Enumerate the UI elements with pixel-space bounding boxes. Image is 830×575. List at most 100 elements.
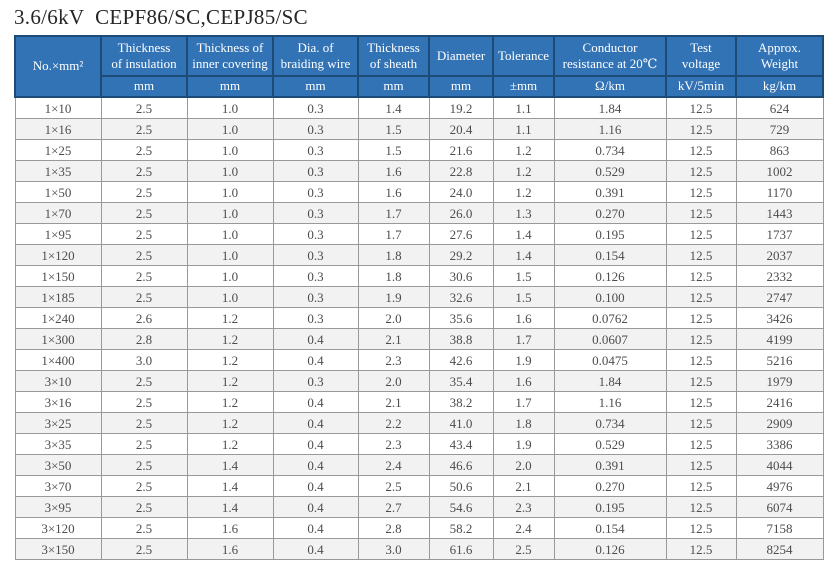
unit-conductor-resistance: Ω/km [553,75,667,98]
table-cell: 1.5 [492,286,555,308]
table-cell: 2.5 [100,160,188,182]
table-cell: 12.5 [665,433,737,455]
table-cell: 2.0 [492,454,555,476]
table-cell: 1.8 [357,265,430,287]
table-cell: 1.2 [186,391,274,413]
table-cell: 2.5 [100,412,188,434]
col-header-sheath-thickness: Thickness of sheath [357,35,430,77]
table-cell: 3×10 [14,370,102,392]
table-row: 1×150 2.5 1.0 0.3 1.8 30.6 1.5 0.126 12.5 2332 [14,265,824,287]
table-cell: 1737 [735,223,824,245]
table-header: No.×mm² Thickness of insulation Thicknes… [14,35,824,98]
col-header-approx-weight: Approx. Weight [735,35,824,77]
table-cell: 2.8 [357,517,430,539]
table-cell: 19.2 [428,96,494,119]
table-cell: 2.5 [492,538,555,560]
unit-test-voltage: kV/5min [665,75,737,98]
table-cell: 1979 [735,370,824,392]
table-cell: 0.154 [553,517,667,539]
unit-braiding-wire-dia: mm [272,75,359,98]
table-row: 1×50 2.5 1.0 0.3 1.6 24.0 1.2 0.391 12.5 1170 [14,181,824,203]
table-cell: 1.0 [186,202,274,224]
table-cell: 0.3 [272,118,359,140]
table-row: 1×185 2.5 1.0 0.3 1.9 32.6 1.5 0.100 12.5 2747 [14,286,824,308]
table-cell: 12.5 [665,349,737,371]
table-cell: 20.4 [428,118,494,140]
table-cell: 1.2 [186,349,274,371]
table-cell: 3×35 [14,433,102,455]
table-cell: 2909 [735,412,824,434]
table-cell: 1×16 [14,118,102,140]
table-cell: 1.0 [186,160,274,182]
table-cell: 27.6 [428,223,494,245]
table-cell: 42.6 [428,349,494,371]
table-row: 3×50 2.5 1.4 0.4 2.4 46.6 2.0 0.391 12.5 4044 [14,454,824,476]
table-cell: 1×300 [14,328,102,350]
table-cell: 1.0 [186,96,274,119]
table-row: 1×25 2.5 1.0 0.3 1.5 21.6 1.2 0.734 12.5 863 [14,139,824,161]
table-cell: 2.1 [357,391,430,413]
table-cell: 0.4 [272,349,359,371]
table-cell: 0.4 [272,454,359,476]
table-cell: 0.391 [553,181,667,203]
table-cell: 1.4 [492,223,555,245]
table-cell: 0.154 [553,244,667,266]
table-cell: 6074 [735,496,824,518]
table-cell: 2.5 [100,286,188,308]
page-title: 3.6/6kV CEPF86/SC,CEPJ85/SC [14,5,308,29]
table-cell: 1.2 [186,370,274,392]
table-cell: 3386 [735,433,824,455]
table-cell: 32.6 [428,286,494,308]
table-cell: 12.5 [665,391,737,413]
table-cell: 1×240 [14,307,102,329]
table-cell: 0.4 [272,433,359,455]
table-cell: 1.6 [492,370,555,392]
table-cell: 1170 [735,181,824,203]
table-cell: 1×400 [14,349,102,371]
table-cell: 1.16 [553,391,667,413]
table-cell: 0.3 [272,96,359,119]
table-cell: 3×120 [14,517,102,539]
table-cell: 3.0 [357,538,430,560]
table-cell: 2.5 [100,391,188,413]
table-cell: 12.5 [665,160,737,182]
table-cell: 1×50 [14,181,102,203]
col-header-insulation-thickness: Thickness of insulation [100,35,188,77]
table-cell: 12.5 [665,307,737,329]
table-cell: 0.4 [272,538,359,560]
table-cell: 2.3 [357,433,430,455]
table-row: 1×300 2.8 1.2 0.4 2.1 38.8 1.7 0.0607 12.5 4199 [14,328,824,350]
table-cell: 2.5 [100,223,188,245]
table-cell: 2416 [735,391,824,413]
table-cell: 1002 [735,160,824,182]
table-cell: 2.5 [100,265,188,287]
table-cell: 1.2 [492,139,555,161]
unit-sheath-thickness: mm [357,75,430,98]
table-cell: 12.5 [665,244,737,266]
table-row: 3×16 2.5 1.2 0.4 2.1 38.2 1.7 1.16 12.5 2416 [14,391,824,413]
table-row: 1×400 3.0 1.2 0.4 2.3 42.6 1.9 0.0475 12.5 5216 [14,349,824,371]
table-row: 3×35 2.5 1.2 0.4 2.3 43.4 1.9 0.529 12.5 3386 [14,433,824,455]
table-cell: 0.270 [553,475,667,497]
table-cell: 1.2 [186,412,274,434]
col-header-conductor-resistance: Conductor resistance at 20℃ [553,35,667,77]
table-cell: 0.4 [272,475,359,497]
table-cell: 1443 [735,202,824,224]
table-cell: 58.2 [428,517,494,539]
table-cell: 12.5 [665,265,737,287]
table-cell: 0.195 [553,496,667,518]
table-cell: 1.2 [186,433,274,455]
table-cell: 1.1 [492,118,555,140]
table-cell: 12.5 [665,139,737,161]
table-row: 3×150 2.5 1.6 0.4 3.0 61.6 2.5 0.126 12.5 8254 [14,538,824,560]
table-cell: 1.4 [186,496,274,518]
table-cell: 2037 [735,244,824,266]
cable-spec-table: No.×mm² Thickness of insulation Thicknes… [14,35,824,560]
table-cell: 12.5 [665,223,737,245]
table-cell: 0.4 [272,328,359,350]
table-cell: 0.4 [272,496,359,518]
table-cell: 1.6 [357,181,430,203]
table-row: 1×35 2.5 1.0 0.3 1.6 22.8 1.2 0.529 12.5 1002 [14,160,824,182]
table-cell: 24.0 [428,181,494,203]
